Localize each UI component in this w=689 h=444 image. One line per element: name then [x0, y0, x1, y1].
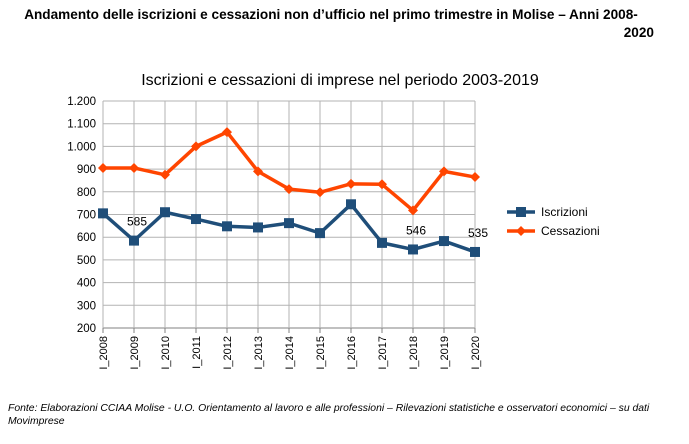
data-point — [315, 228, 325, 239]
legend-marker — [516, 226, 526, 236]
y-tick-label: 700 — [77, 210, 96, 222]
y-tick-label: 200 — [77, 323, 96, 335]
y-tick-label: 800 — [77, 187, 96, 199]
data-point — [98, 208, 108, 219]
y-tick-label: 1.200 — [67, 96, 96, 108]
y-tick-label: 1.100 — [67, 119, 96, 131]
chart-title: Iscrizioni e cessazioni di imprese nel p… — [141, 72, 539, 89]
x-tick-label: I_2008 — [98, 336, 110, 370]
x-tick-label: I_2016 — [346, 336, 358, 370]
y-tick-label: 500 — [77, 255, 96, 267]
legend-marker — [516, 207, 526, 217]
data-point — [408, 205, 418, 216]
data-point — [346, 199, 356, 210]
data-point — [315, 187, 325, 198]
data-point — [191, 141, 201, 152]
title-line-1: Andamento delle iscrizioni e cessazioni … — [24, 7, 638, 22]
data-point — [222, 127, 232, 138]
data-point — [191, 214, 201, 225]
source-note: Fonte: Elaborazioni CCIAA Molise - U.O. … — [8, 403, 650, 427]
line-chart: Iscrizioni e cessazioni di imprese nel p… — [67, 72, 600, 370]
y-tick-label: 300 — [77, 300, 96, 312]
x-tick-label: I_2017 — [377, 336, 389, 370]
y-tick-label: 400 — [77, 278, 96, 290]
y-tick-label: 600 — [77, 232, 96, 244]
data-label: 535 — [468, 226, 488, 240]
legend-label: Iscrizioni — [541, 205, 588, 219]
grid — [102, 100, 476, 329]
x-tick-label: I_2019 — [439, 336, 451, 370]
x-tick-label: I_2020 — [470, 336, 482, 370]
data-point — [470, 172, 480, 183]
title-line-2: 2020 — [623, 25, 654, 40]
data-point — [160, 207, 170, 218]
data-point — [439, 236, 449, 247]
y-tick-label: 900 — [77, 164, 96, 176]
x-tick-label: I_2009 — [129, 336, 141, 370]
data-point — [408, 244, 418, 255]
data-point — [129, 162, 139, 173]
data-point — [346, 178, 356, 189]
data-point — [222, 221, 232, 232]
x-tick-label: I_2013 — [253, 336, 265, 370]
data-point — [253, 166, 263, 177]
data-label: 585 — [127, 215, 147, 229]
data-point — [284, 218, 294, 229]
x-tick-label: I_2014 — [284, 336, 296, 370]
data-point — [129, 235, 139, 246]
data-point — [160, 169, 170, 180]
data-point — [253, 222, 263, 233]
x-tick-label: I_2015 — [315, 336, 327, 370]
data-point — [284, 184, 294, 195]
data-point — [470, 246, 480, 257]
data-label: 546 — [406, 223, 426, 237]
x-tick-label: I_2011 — [191, 336, 203, 369]
data-point — [377, 179, 387, 190]
x-tick-label: I_2012 — [222, 336, 234, 370]
data-point — [98, 162, 108, 173]
axes: 200 300 400 500 600 700 800 900 1.000 1.100 1.200 I… — [67, 96, 482, 370]
y-tick-label: 1.000 — [67, 141, 96, 153]
x-tick-label: I_2018 — [408, 336, 420, 370]
page-title: Andamento delle iscrizioni e cessazioni … — [8, 6, 654, 42]
data-labels: 585 546 535 — [127, 215, 488, 240]
series — [98, 127, 480, 257]
x-tick-label: I_2010 — [160, 336, 172, 370]
legend-label: Cessazioni — [541, 224, 600, 238]
legend: Iscrizioni Cessazioni — [507, 205, 600, 238]
data-point — [377, 237, 387, 248]
data-point — [439, 166, 449, 177]
